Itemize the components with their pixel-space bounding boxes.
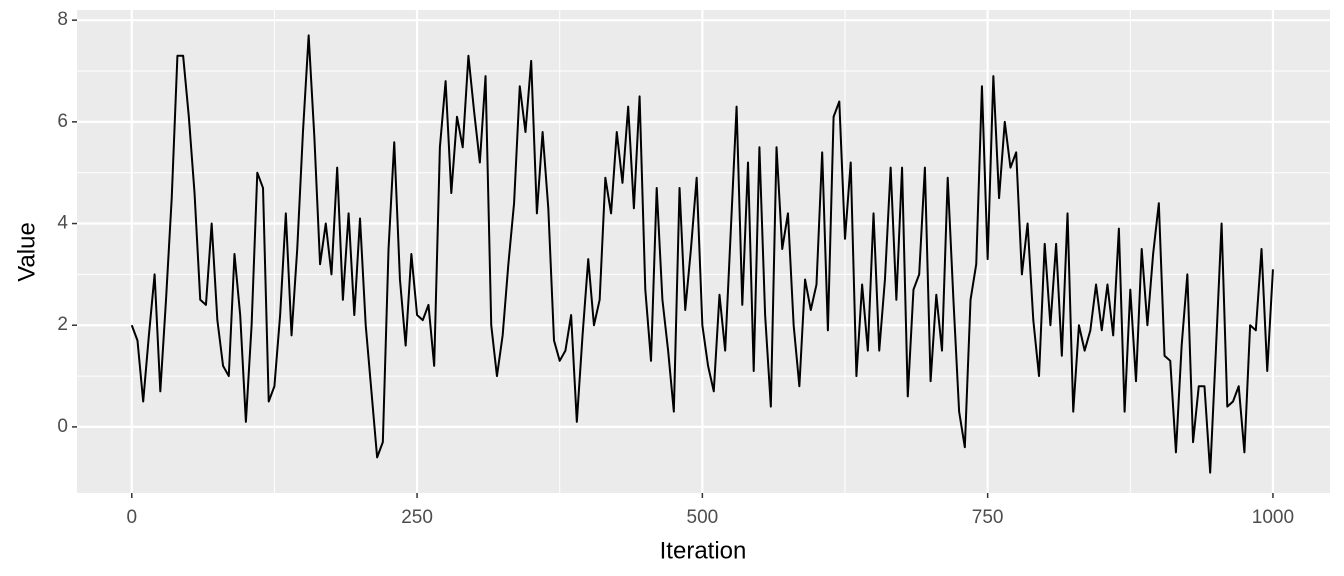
trace-line: [130, 34, 1274, 474]
panel: [77, 10, 1330, 493]
y-axis-title: Value: [13, 222, 40, 282]
x-tick-label: 500: [687, 507, 719, 528]
x-tick-label: 750: [972, 507, 1004, 528]
y-tick-label: 4: [57, 213, 68, 234]
y-tick-label: 8: [57, 9, 68, 30]
x-tick-label: 1000: [1252, 507, 1294, 528]
y-tick-label: 0: [57, 416, 68, 437]
x-tick-label: 250: [401, 507, 433, 528]
y-tick-label: 6: [57, 111, 68, 132]
x-tick-label: 0: [126, 507, 137, 528]
y-tick-label: 2: [57, 314, 68, 335]
x-axis-title: Iteration: [660, 537, 747, 564]
